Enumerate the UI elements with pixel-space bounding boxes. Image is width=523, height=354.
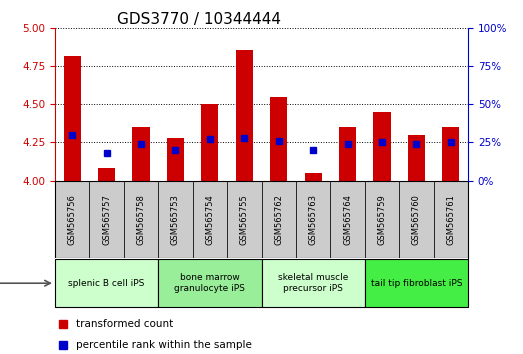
Text: GDS3770 / 10344444: GDS3770 / 10344444 xyxy=(117,12,281,27)
Bar xyxy=(132,127,150,181)
Bar xyxy=(98,169,115,181)
Bar xyxy=(365,181,399,258)
Bar xyxy=(227,181,262,258)
Bar xyxy=(304,173,322,181)
Text: transformed count: transformed count xyxy=(75,319,173,329)
Text: GSM565753: GSM565753 xyxy=(171,194,180,245)
Bar xyxy=(331,181,365,258)
Text: GSM565759: GSM565759 xyxy=(378,194,386,245)
Bar xyxy=(434,181,468,258)
Text: GSM565755: GSM565755 xyxy=(240,194,249,245)
Text: GSM565764: GSM565764 xyxy=(343,194,352,245)
Bar xyxy=(365,259,468,307)
Text: bone marrow
granulocyte iPS: bone marrow granulocyte iPS xyxy=(174,274,245,293)
Bar xyxy=(201,104,219,181)
Bar xyxy=(262,259,365,307)
Text: splenic B cell iPS: splenic B cell iPS xyxy=(69,279,145,288)
Bar xyxy=(339,127,356,181)
Text: skeletal muscle
precursor iPS: skeletal muscle precursor iPS xyxy=(278,274,348,293)
Bar xyxy=(296,181,331,258)
Text: GSM565762: GSM565762 xyxy=(274,194,283,245)
Bar xyxy=(442,127,460,181)
Text: GSM565754: GSM565754 xyxy=(206,194,214,245)
Bar xyxy=(55,181,89,258)
Text: tail tip fibroblast iPS: tail tip fibroblast iPS xyxy=(371,279,462,288)
Bar xyxy=(236,50,253,181)
Text: GSM565758: GSM565758 xyxy=(137,194,145,245)
Bar xyxy=(399,181,434,258)
Text: GSM565761: GSM565761 xyxy=(446,194,456,245)
Bar xyxy=(158,181,192,258)
Text: GSM565756: GSM565756 xyxy=(67,194,77,245)
Bar xyxy=(158,259,262,307)
Bar xyxy=(192,181,227,258)
Bar xyxy=(262,181,296,258)
Bar xyxy=(167,138,184,181)
Text: percentile rank within the sample: percentile rank within the sample xyxy=(75,340,252,350)
Bar xyxy=(270,97,287,181)
Bar xyxy=(373,112,391,181)
Bar xyxy=(55,259,158,307)
Text: GSM565757: GSM565757 xyxy=(102,194,111,245)
Bar xyxy=(408,135,425,181)
Bar xyxy=(124,181,158,258)
Bar xyxy=(89,181,124,258)
Text: GSM565760: GSM565760 xyxy=(412,194,421,245)
Bar xyxy=(63,56,81,181)
Text: GSM565763: GSM565763 xyxy=(309,194,317,245)
